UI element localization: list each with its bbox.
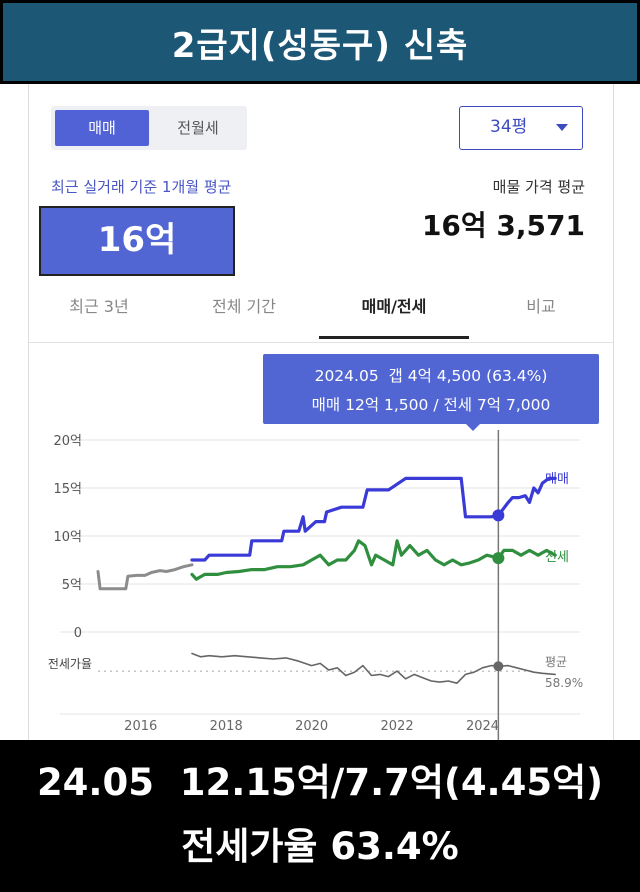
x-tick-label: 2024 bbox=[466, 719, 499, 734]
y-axis-labels: 0 5억 10억 15억 20억 bbox=[53, 434, 82, 641]
legend-jeonse: 전세 bbox=[545, 550, 569, 565]
series-line-sale bbox=[190, 476, 557, 562]
price-chart: 0 5억 10억 15억 20억 2016 2018 2020 2022 2024 전세가율 매… bbox=[48, 354, 599, 740]
listing-avg-label: 매물 가격 평균 bbox=[492, 178, 585, 196]
x-tick-label: 2016 bbox=[124, 719, 157, 734]
area-select-value: 34평 bbox=[490, 117, 528, 137]
x-tick-label: 2022 bbox=[381, 719, 414, 734]
period-tabs: 최근 3년 전체 기간 매매/전세 비교 bbox=[29, 280, 613, 343]
summary-line-1: 24.05 12.15억/7.7억(4.45억) bbox=[36, 761, 604, 804]
y-tick-label: 10억 bbox=[53, 530, 82, 545]
marker-ratio bbox=[493, 661, 504, 672]
tab-sale[interactable]: 매매 bbox=[55, 110, 149, 146]
tab-recent-3y[interactable]: 최근 3년 bbox=[69, 297, 129, 316]
tooltip: 2024.05 갭 4억 4,500 (63.4%) 매매 12억 1,500 … bbox=[263, 354, 599, 431]
legend-sale: 매매 bbox=[545, 472, 569, 487]
trade-type-toggle: 매매 전월세 bbox=[51, 106, 247, 150]
tooltip-line-1: 2024.05 갭 4억 4,500 (63.4%) bbox=[315, 367, 548, 385]
recent-price-value: 16억 bbox=[39, 206, 235, 276]
y-tick-label: 15억 bbox=[53, 482, 82, 497]
active-tab-indicator bbox=[319, 336, 469, 339]
tab-all-period[interactable]: 전체 기간 bbox=[212, 297, 276, 316]
caret-down-icon bbox=[556, 124, 568, 131]
y-tick-label: 0 bbox=[74, 626, 82, 641]
y-tick-label: 5억 bbox=[62, 578, 82, 593]
y-tick-label: 20억 bbox=[53, 434, 82, 449]
highlight-markers bbox=[492, 509, 505, 672]
tooltip-line-2: 매매 12억 1,500 / 전세 7억 7,000 bbox=[312, 396, 551, 414]
area-select[interactable]: 34평 bbox=[459, 106, 583, 150]
x-tick-label: 2020 bbox=[295, 719, 328, 734]
chart-series bbox=[96, 476, 557, 685]
x-tick-label: 2018 bbox=[210, 719, 243, 734]
listing-avg-value: 16억 3,571 bbox=[421, 209, 585, 242]
ratio-average-label: 평균 bbox=[545, 655, 567, 669]
page-title: 2급지(성동구) 신축 bbox=[171, 25, 469, 66]
x-axis-labels: 2016 2018 2020 2022 2024 bbox=[124, 719, 499, 734]
marker-jeonse bbox=[492, 552, 505, 565]
tab-rent[interactable]: 전월세 bbox=[177, 119, 219, 137]
ratio-axis-label: 전세가율 bbox=[48, 657, 92, 671]
recent-trade-label: 최근 실거래 기준 1개월 평균 bbox=[51, 178, 232, 196]
title-banner: 2급지(성동구) 신축 bbox=[0, 0, 640, 84]
tab-sale-jeonse[interactable]: 매매/전세 bbox=[361, 297, 427, 316]
tab-compare[interactable]: 비교 bbox=[526, 297, 556, 316]
series-line-pre bbox=[96, 563, 194, 591]
ratio-average-value: 58.9% bbox=[545, 676, 583, 690]
summary-banner: 24.05 12.15억/7.7억(4.45억) 전세가율 63.4% bbox=[0, 740, 640, 892]
chart-grid bbox=[60, 439, 580, 715]
marker-sale bbox=[492, 509, 505, 522]
summary-line-2: 전세가율 63.4% bbox=[181, 825, 459, 868]
